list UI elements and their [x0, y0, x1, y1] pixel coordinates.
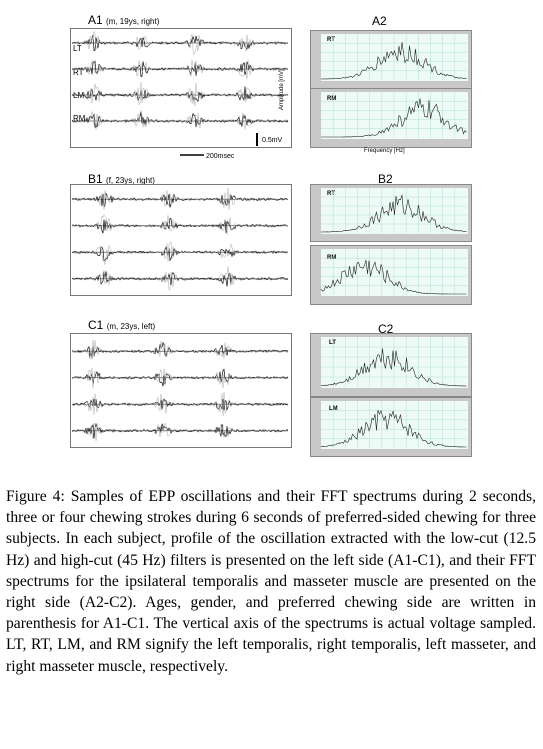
panel-info-b1: (f, 23ys, right) — [106, 176, 155, 185]
emg-b1-signal — [71, 217, 289, 234]
spectrum-c2-bottom-line — [321, 409, 467, 448]
panel-title-a2: A2 — [372, 14, 387, 28]
emg-b1-signal — [71, 214, 289, 235]
spectrum-label-c2-top: LT — [329, 340, 336, 346]
emg-c1-signal — [71, 392, 289, 417]
spectrum-b2-bottom-line — [320, 259, 467, 295]
spectrum-label-b2-top: RT — [327, 191, 335, 197]
emg-c1-signal — [71, 422, 289, 441]
spectrum-c2-top: LT — [310, 333, 472, 397]
channel-label-lt: LT — [73, 44, 82, 53]
emg-c1-signal — [71, 398, 289, 411]
emg-b1-signal — [71, 266, 289, 291]
panel-label-a1: A1 — [88, 13, 103, 27]
emg-a1-signal — [72, 110, 289, 130]
panel-title-b1: B1 (f, 23ys, right) — [88, 172, 155, 186]
spectrum-a2-bottom-line — [321, 98, 467, 138]
emg-a1-signal — [72, 60, 289, 77]
frequency-axis-label: Frequency [Hz] — [364, 148, 405, 154]
spectrum-label-a2-bottom: RM — [327, 96, 337, 102]
figure-caption: Figure 4: Samples of EPP oscillations an… — [6, 488, 536, 675]
emg-c1-signal — [71, 367, 289, 389]
panel-title-a1: A1 (m, 19ys, right) — [88, 13, 159, 27]
channel-label-rt: RT — [73, 68, 84, 77]
emg-c1-signal — [71, 423, 289, 439]
panel-title-c1: C1 (m, 23ys, left) — [88, 318, 155, 332]
panel-title-c2: C2 — [378, 322, 394, 336]
emg-b1-signal — [71, 241, 289, 265]
emg-a1-signal — [71, 31, 289, 56]
spectrum-a2-top-line — [320, 42, 467, 80]
emg-b1-signal — [71, 246, 289, 262]
panel-info-c1: (m, 23ys, left) — [106, 322, 156, 331]
emg-b1-signal — [71, 188, 289, 210]
panel-label-b1: B1 — [88, 172, 103, 186]
emg-a1-signal — [71, 82, 289, 107]
emg-a1-signal — [71, 86, 289, 103]
panel-title-b2: B2 — [378, 172, 393, 186]
emg-a1-signal — [71, 35, 289, 52]
spectrum-b2-top-line — [320, 194, 467, 233]
figure-plots — [71, 31, 467, 448]
panel-label-c1: C1 — [88, 318, 104, 332]
spectrum-c2-top-line — [320, 348, 467, 387]
emg-c1-signal — [71, 339, 289, 360]
emg-c1-signal — [71, 341, 289, 359]
voltage-scale-label: 0.5mV — [262, 137, 283, 144]
panel-info-a1: (m, 19ys, right) — [106, 17, 160, 26]
emg-a1-signal — [71, 59, 289, 80]
channel-label-rm: RM — [73, 114, 86, 123]
spectrum-label-a2-top: RT — [327, 37, 335, 43]
emg-trace-a1 — [70, 28, 292, 148]
time-scale-label: 200msec — [206, 153, 235, 160]
emg-trace-b1 — [70, 184, 292, 296]
